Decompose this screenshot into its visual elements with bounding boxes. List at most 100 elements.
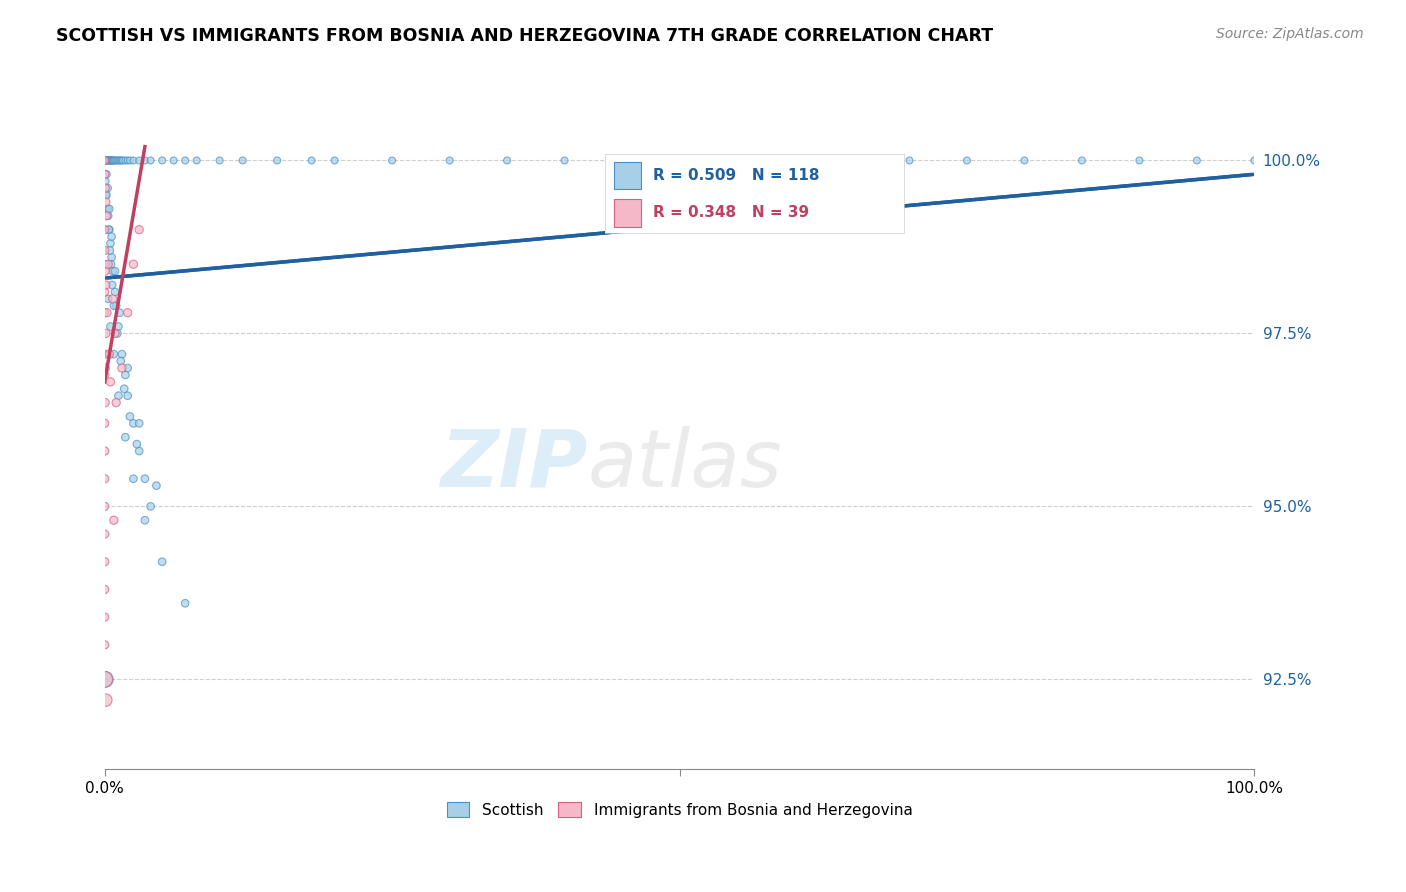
Point	[97, 209, 120, 223]
Point	[100, 153, 122, 168]
Point	[93, 153, 115, 168]
Point	[134, 472, 156, 486]
Point	[93, 610, 115, 624]
Point	[122, 417, 145, 431]
Point	[111, 347, 134, 361]
Point	[103, 299, 125, 313]
Point	[104, 285, 127, 299]
Point	[100, 153, 122, 168]
Point	[100, 229, 122, 244]
Point	[122, 153, 145, 168]
Point	[139, 153, 162, 168]
Point	[94, 153, 117, 168]
Point	[93, 417, 115, 431]
Point	[108, 306, 131, 320]
Point	[97, 153, 120, 168]
Point	[96, 153, 118, 168]
Point	[98, 153, 121, 168]
Point	[93, 222, 115, 236]
Point	[105, 395, 128, 409]
Point	[107, 389, 129, 403]
Point	[107, 319, 129, 334]
Text: atlas: atlas	[588, 425, 782, 504]
Point	[114, 430, 136, 444]
Text: SCOTTISH VS IMMIGRANTS FROM BOSNIA AND HERZEGOVINA 7TH GRADE CORRELATION CHART: SCOTTISH VS IMMIGRANTS FROM BOSNIA AND H…	[56, 27, 994, 45]
Point	[100, 319, 122, 334]
Point	[96, 202, 118, 216]
Point	[98, 153, 121, 168]
Point	[100, 250, 122, 264]
Point	[103, 153, 125, 168]
Point	[323, 153, 346, 168]
Point	[134, 153, 156, 168]
Point	[134, 513, 156, 527]
Point	[100, 236, 122, 251]
Point	[93, 368, 115, 382]
Point	[96, 306, 118, 320]
Point	[1185, 153, 1208, 168]
Point	[107, 153, 129, 168]
Point	[93, 500, 115, 514]
Point	[93, 472, 115, 486]
Text: ZIP: ZIP	[440, 425, 588, 504]
Point	[139, 500, 162, 514]
Point	[94, 188, 117, 202]
Point	[93, 306, 115, 320]
Point	[94, 693, 117, 707]
Point	[105, 326, 128, 341]
Point	[496, 153, 519, 168]
Point	[128, 417, 150, 431]
Point	[94, 278, 117, 293]
Point	[96, 209, 118, 223]
Point	[103, 153, 125, 168]
Point	[1014, 153, 1036, 168]
Point	[117, 389, 139, 403]
Point	[94, 174, 117, 188]
Point	[98, 244, 121, 258]
Point	[174, 596, 197, 610]
Point	[104, 153, 127, 168]
Point	[1128, 153, 1150, 168]
Point	[122, 257, 145, 271]
Point	[145, 478, 167, 492]
Point	[150, 555, 173, 569]
Point	[100, 375, 122, 389]
Point	[112, 382, 135, 396]
Point	[150, 153, 173, 168]
Point	[93, 285, 115, 299]
Point	[94, 181, 117, 195]
Point	[112, 153, 135, 168]
Point	[1070, 153, 1092, 168]
Point	[93, 347, 115, 361]
Point	[100, 153, 122, 168]
Point	[554, 153, 576, 168]
Point	[128, 222, 150, 236]
Point	[439, 153, 461, 168]
Point	[118, 153, 141, 168]
Point	[898, 153, 921, 168]
Point	[98, 222, 121, 236]
Point	[96, 202, 118, 216]
Point	[108, 153, 131, 168]
Point	[101, 264, 124, 278]
Point	[208, 153, 231, 168]
Point	[94, 673, 117, 687]
Point	[841, 153, 863, 168]
Point	[117, 306, 139, 320]
Point	[725, 153, 748, 168]
Point	[94, 395, 117, 409]
Point	[94, 361, 117, 376]
Point	[105, 153, 128, 168]
Point	[93, 555, 115, 569]
Point	[186, 153, 208, 168]
Point	[174, 153, 197, 168]
Point	[111, 153, 134, 168]
Point	[122, 472, 145, 486]
Point	[104, 264, 127, 278]
Legend: Scottish, Immigrants from Bosnia and Herzegovina: Scottish, Immigrants from Bosnia and Her…	[440, 796, 918, 824]
Point	[101, 292, 124, 306]
Point	[93, 527, 115, 541]
Point	[97, 257, 120, 271]
Point	[94, 257, 117, 271]
Point	[98, 202, 121, 216]
